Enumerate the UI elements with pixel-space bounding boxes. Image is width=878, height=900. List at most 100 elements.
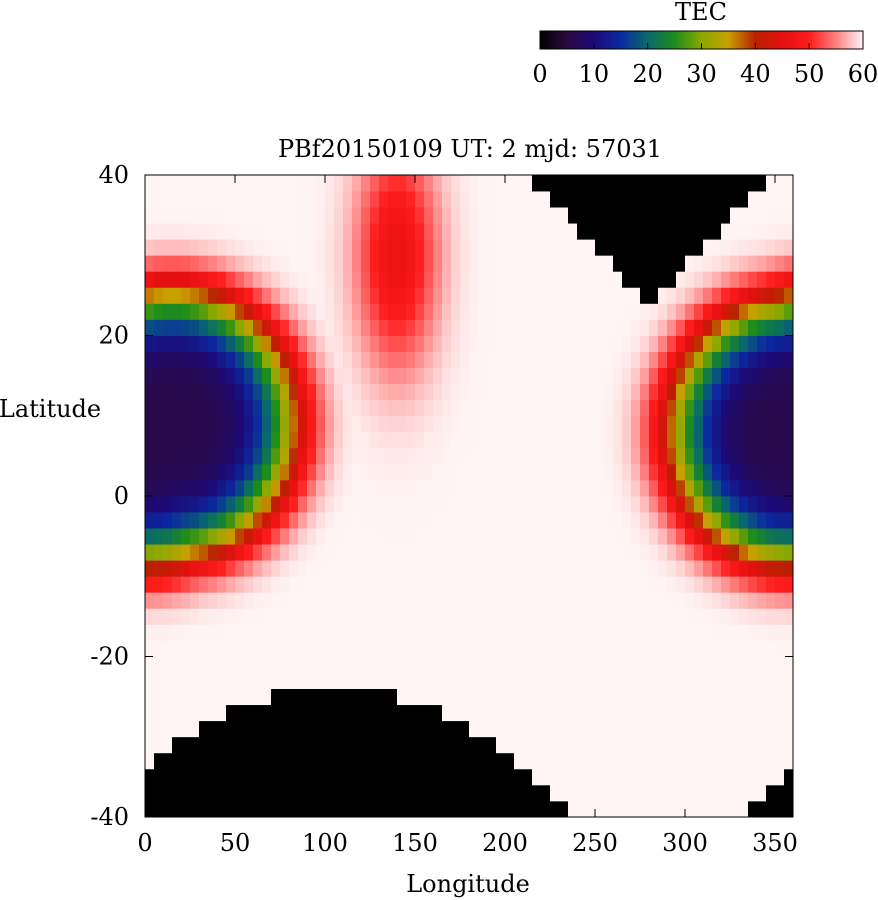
- heatmap-cell: [388, 175, 398, 192]
- heatmap-cell: [649, 608, 659, 625]
- heatmap-cell: [568, 431, 578, 449]
- heatmap-cell: [685, 335, 695, 352]
- heatmap-cell: [595, 463, 605, 481]
- heatmap-cell: [244, 768, 254, 786]
- heatmap-cell: [271, 512, 281, 529]
- heatmap-cell: [172, 768, 182, 786]
- heatmap-cell: [325, 640, 335, 657]
- heatmap-cell: [631, 752, 641, 770]
- heatmap-cell: [370, 303, 380, 320]
- heatmap-cell: [532, 351, 542, 368]
- heatmap-cell: [388, 720, 398, 738]
- x-axis-ticks: 0 50 100 150 200 250 300 350: [137, 175, 798, 857]
- heatmap-cell: [352, 736, 362, 754]
- heatmap-cell: [478, 672, 488, 689]
- heatmap-cell: [559, 608, 569, 625]
- heatmap-cell: [613, 431, 623, 449]
- heatmap-cell: [694, 415, 704, 433]
- heatmap-cell: [145, 576, 155, 593]
- heatmap-cell: [550, 672, 560, 689]
- heatmap-cell: [343, 383, 353, 401]
- heatmap-cell: [595, 624, 605, 641]
- heatmap-cell: [361, 239, 371, 256]
- heatmap-cell: [163, 592, 173, 609]
- heatmap-cell: [757, 688, 767, 706]
- colorbar-tick-label: 40: [740, 60, 771, 88]
- heatmap-cell: [253, 479, 263, 497]
- heatmap-cell: [694, 544, 704, 561]
- heatmap-cell: [145, 592, 155, 609]
- heatmap-cell: [298, 287, 308, 304]
- heatmap-cell: [586, 560, 596, 577]
- heatmap-cell: [703, 608, 713, 625]
- heatmap-cell: [163, 608, 173, 625]
- heatmap-cell: [784, 800, 794, 818]
- heatmap-cell: [532, 191, 542, 208]
- heatmap-cell: [271, 656, 281, 673]
- heatmap-cell: [730, 335, 740, 352]
- heatmap-cell: [550, 528, 560, 545]
- heatmap-cell: [181, 463, 191, 481]
- heatmap-cell: [451, 239, 461, 256]
- heatmap-cell: [541, 431, 551, 449]
- heatmap-cell: [298, 191, 308, 208]
- heatmap-cell: [199, 255, 209, 272]
- heatmap-cell: [487, 191, 497, 208]
- heatmap-cell: [253, 351, 263, 368]
- heatmap-cell: [235, 335, 245, 352]
- heatmap-cell: [199, 656, 209, 673]
- heatmap-cell: [415, 303, 425, 320]
- heatmap-cell: [550, 784, 560, 802]
- heatmap-cell: [190, 752, 200, 770]
- heatmap-cell: [469, 319, 479, 336]
- heatmap-cell: [595, 704, 605, 722]
- heatmap-cell: [289, 239, 299, 256]
- heatmap-cell: [739, 560, 749, 577]
- heatmap-cell: [406, 399, 416, 417]
- heatmap-cell: [550, 736, 560, 754]
- heatmap-cell: [595, 528, 605, 545]
- heatmap-cell: [532, 576, 542, 593]
- heatmap-cell: [766, 319, 776, 336]
- heatmap-cell: [406, 640, 416, 657]
- heatmap-cell: [640, 255, 650, 272]
- heatmap-cell: [181, 544, 191, 561]
- heatmap-cell: [505, 768, 515, 786]
- heatmap-cell: [433, 640, 443, 657]
- heatmap-cell: [613, 447, 623, 465]
- heatmap-cell: [649, 784, 659, 802]
- heatmap-cell: [271, 287, 281, 304]
- heatmap-cell: [190, 447, 200, 465]
- heatmap-cell: [784, 656, 794, 673]
- heatmap-cell: [460, 736, 470, 754]
- heatmap-cell: [703, 592, 713, 609]
- heatmap-cell: [298, 223, 308, 240]
- heatmap-cell: [325, 592, 335, 609]
- heatmap-cell: [784, 576, 794, 593]
- heatmap-cell: [568, 752, 578, 770]
- heatmap-cell: [559, 720, 569, 738]
- heatmap-cell: [460, 720, 470, 738]
- heatmap-cell: [667, 512, 677, 529]
- heatmap-cell: [559, 592, 569, 609]
- heatmap-cell: [685, 768, 695, 786]
- heatmap-cell: [253, 544, 263, 561]
- heatmap-cell: [730, 351, 740, 368]
- heatmap-cell: [685, 672, 695, 689]
- heatmap-cell: [415, 463, 425, 481]
- heatmap-cell: [739, 624, 749, 641]
- heatmap-cell: [505, 271, 515, 288]
- heatmap-cell: [262, 592, 272, 609]
- heatmap-cell: [595, 688, 605, 706]
- heatmap-cell: [253, 303, 263, 320]
- heatmap-cell: [316, 544, 326, 561]
- heatmap-cell: [163, 223, 173, 240]
- heatmap-cell: [289, 431, 299, 449]
- heatmap-cell: [667, 319, 677, 336]
- heatmap-cell: [442, 319, 452, 336]
- heatmap-cell: [595, 319, 605, 336]
- heatmap-cell: [172, 592, 182, 609]
- heatmap-cell: [217, 287, 227, 304]
- heatmap-cell: [487, 512, 497, 529]
- heatmap-cell: [703, 447, 713, 465]
